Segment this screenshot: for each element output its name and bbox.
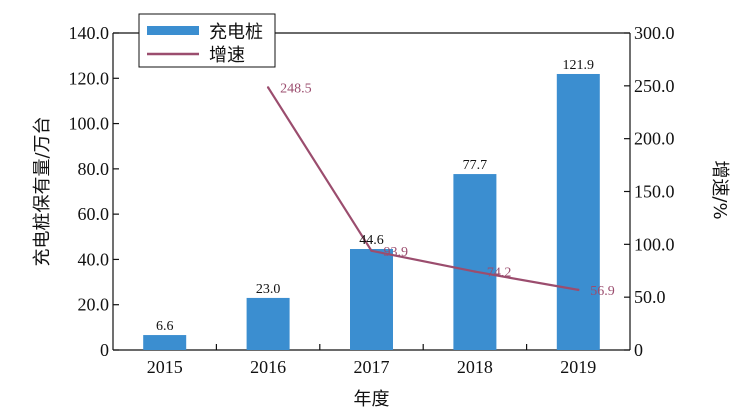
y-tick-label: 120.0 (69, 68, 110, 88)
y-tick-label: 100.0 (69, 114, 110, 134)
y-tick-label: 140.0 (69, 23, 110, 43)
y2-tick-label: 200.0 (634, 129, 675, 149)
y-tick-label: 60.0 (78, 204, 110, 224)
bar-value-label: 23.0 (256, 282, 281, 297)
line-point (577, 288, 580, 292)
x-tick-label: 2019 (560, 357, 596, 377)
line-series (266, 86, 580, 292)
y-tick-label: 20.0 (78, 295, 110, 315)
line-value-label: 248.5 (280, 81, 312, 96)
x-tick-label: 2016 (250, 357, 286, 377)
line-point (473, 270, 477, 273)
legend-label-line: 增速 (209, 45, 245, 66)
y2-tick-label: 150.0 (634, 182, 675, 202)
growth-line (267, 86, 579, 291)
y-axis-title: 充电桩保有量/万台 (32, 116, 53, 266)
bar (143, 335, 187, 350)
line-value-label: 93.9 (384, 245, 409, 260)
bar (453, 174, 497, 350)
axes: 0 20.0 40.0 60.0 80.0 100.0 120.0 140.0 0 50.0 100… (32, 23, 730, 410)
y2-axis-title: 增速/% (709, 160, 730, 219)
bar-value-label: 77.7 (463, 158, 488, 173)
bar (556, 73, 600, 350)
x-tick-label: 2017 (354, 357, 390, 377)
line-point (370, 249, 373, 252)
line-value-label: 74.2 (487, 266, 512, 281)
y-tick-label: 0 (100, 340, 109, 360)
line-point (266, 86, 270, 89)
line-value-label: 56.9 (590, 284, 615, 299)
y2-tick-label: 0 (634, 340, 643, 360)
bar (350, 249, 393, 350)
y-tick-label: 40.0 (78, 249, 110, 269)
y2-tick-label: 250.0 (634, 76, 675, 96)
bar-value-label: 121.9 (563, 58, 595, 73)
legend-box (138, 13, 276, 68)
y2-tick-label: 100.0 (634, 234, 675, 254)
legend-label-bar: 充电桩 (209, 22, 263, 43)
legend-swatch-bar (147, 26, 199, 35)
y-tick-label: 80.0 (78, 159, 110, 179)
data-labels: 6.6 23.0 44.6 77.7 121.9 248.5 93.9 74.2 56.9 (156, 58, 615, 334)
bar-series (143, 73, 600, 350)
bar (246, 297, 290, 350)
x-axis-title: 年度 (354, 389, 390, 410)
y2-tick-label: 50.0 (634, 287, 666, 307)
bar-value-label: 6.6 (156, 319, 174, 334)
y2-tick-label: 300.0 (634, 23, 675, 43)
bar-value-label: 44.6 (359, 233, 384, 248)
x-tick-label: 2018 (457, 357, 493, 377)
x-tick-label: 2015 (147, 357, 183, 377)
